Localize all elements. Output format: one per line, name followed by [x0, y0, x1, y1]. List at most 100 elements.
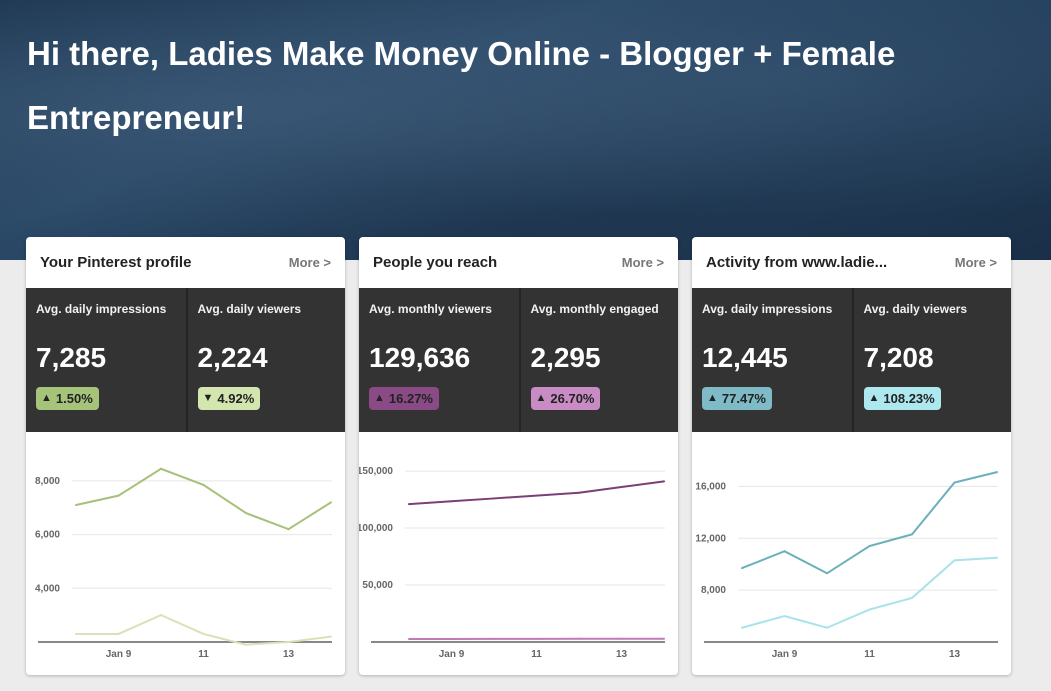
- data-point: [996, 471, 998, 474]
- data-point: [287, 528, 290, 531]
- arrow-up-icon: ▲: [41, 392, 52, 404]
- data-point: [493, 497, 495, 500]
- metric-value: 2,295: [530, 342, 601, 373]
- data-point: [741, 626, 743, 629]
- y-tick-label: 6,000: [35, 530, 60, 541]
- card-header: People you reach More >: [359, 237, 678, 288]
- card-website-activity: Activity from www.ladie... More > Avg. d…: [692, 237, 1011, 675]
- x-tick-label: Jan 9: [772, 649, 798, 660]
- data-point: [911, 533, 913, 536]
- more-link[interactable]: More >: [621, 255, 664, 270]
- change-badge: ▲ 16.27%: [369, 387, 439, 410]
- metrics-panel: Avg. monthly viewers 129,636 ▲ 16.27% Av…: [359, 288, 678, 432]
- data-point: [75, 504, 77, 507]
- more-link[interactable]: More >: [954, 255, 997, 270]
- metric-label: Avg. daily impressions: [702, 302, 833, 316]
- page-greeting: Hi there, Ladies Make Money Online - Blo…: [27, 35, 896, 136]
- data-point: [663, 637, 665, 640]
- data-point: [450, 500, 453, 503]
- y-tick-label: 8,000: [701, 585, 726, 596]
- data-point: [826, 626, 828, 629]
- metric-daily-impressions: Avg. daily impressions 12,445 ▲ 77.47%: [692, 288, 852, 432]
- y-tick-label: 100,000: [359, 523, 393, 534]
- line-chart: 8,000 12,000 16,000 Jan 9 11 13: [695, 471, 998, 660]
- card-title: People you reach: [373, 254, 498, 271]
- y-tick-label: 4,000: [35, 583, 60, 594]
- data-point: [663, 480, 665, 483]
- change-value: 108.23%: [883, 391, 935, 406]
- header-banner: Hi there, Ladies Make Money Online - Blo…: [0, 0, 1051, 260]
- data-point: [160, 467, 162, 470]
- data-point: [535, 494, 538, 497]
- change-badge: ▲ 1.50%: [36, 387, 99, 410]
- data-point: [953, 481, 956, 484]
- arrow-down-icon: ▼: [202, 392, 214, 404]
- metrics-panel: Avg. daily impressions 12,445 ▲ 77.47% A…: [692, 288, 1011, 432]
- x-tick-label: 11: [198, 649, 209, 660]
- card-pinterest-profile: Your Pinterest profile More > Avg. daily…: [26, 237, 345, 675]
- metric-label: Avg. monthly engaged: [530, 302, 659, 316]
- y-tick-label: 150,000: [359, 466, 393, 477]
- metric-label: Avg. monthly viewers: [369, 302, 492, 316]
- metrics-panel: Avg. daily impressions 7,285 ▲ 1.50% Avg…: [26, 288, 345, 432]
- arrow-up-icon: ▲: [707, 392, 718, 404]
- more-link[interactable]: More >: [288, 255, 331, 270]
- data-point: [287, 641, 290, 643]
- data-point: [493, 637, 495, 640]
- series-line-1: [741, 471, 998, 575]
- metric-monthly-engaged: Avg. monthly engaged 2,295 ▲ 26.70%: [518, 288, 679, 432]
- x-tick-label: Jan 9: [439, 649, 465, 660]
- metric-monthly-viewers: Avg. monthly viewers 129,636 ▲ 16.27%: [359, 288, 519, 432]
- arrow-up-icon: ▲: [535, 392, 547, 404]
- line-chart: 4,000 6,000 8,000 Jan 9 11 13: [35, 467, 332, 660]
- y-tick-label: 16,000: [695, 481, 726, 492]
- x-tick-label: 13: [283, 649, 295, 660]
- data-point: [826, 572, 828, 575]
- chart-area: 4,000 6,000 8,000 Jan 9 11 13: [26, 432, 345, 675]
- data-point: [783, 615, 786, 618]
- series-line-2: [741, 556, 998, 629]
- metric-label: Avg. daily viewers: [863, 302, 968, 316]
- metric-value: 7,208: [863, 342, 934, 373]
- change-value: 16.27%: [388, 391, 433, 406]
- y-tick-label: 12,000: [695, 533, 726, 544]
- data-point: [330, 501, 332, 504]
- data-point: [330, 635, 332, 638]
- metric-daily-impressions: Avg. daily impressions 7,285 ▲ 1.50%: [26, 288, 186, 432]
- y-tick-label: 8,000: [35, 476, 60, 487]
- data-point: [578, 637, 580, 640]
- card-header: Activity from www.ladie... More >: [692, 237, 1011, 288]
- change-badge: ▲ 77.47%: [702, 387, 772, 410]
- data-point: [408, 638, 410, 641]
- metric-value: 129,636: [369, 342, 471, 373]
- x-tick-label: 13: [616, 649, 628, 660]
- metric-daily-viewers: Avg. daily viewers 7,208 ▲ 108.23%: [851, 288, 1012, 432]
- change-value: 1.50%: [55, 391, 93, 406]
- line-chart: 50,000 100,000 150,000 Jan 9 11 13: [359, 466, 665, 660]
- data-point: [160, 614, 162, 617]
- data-point: [620, 637, 623, 640]
- x-tick-label: 11: [864, 649, 875, 660]
- card-title: Your Pinterest profile: [40, 254, 192, 271]
- chart-area: 50,000 100,000 150,000 Jan 9 11 13: [359, 432, 678, 675]
- metric-daily-viewers: Avg. daily viewers 2,224 ▼ 4.92%: [185, 288, 346, 432]
- metric-label: Avg. daily impressions: [36, 302, 167, 316]
- data-point: [953, 559, 956, 562]
- data-point: [535, 637, 538, 640]
- arrow-up-icon: ▲: [374, 392, 385, 404]
- metric-value: 2,224: [197, 342, 268, 373]
- data-point: [868, 545, 871, 548]
- data-point: [620, 486, 623, 489]
- change-value: 26.70%: [550, 391, 595, 406]
- data-point: [245, 512, 247, 515]
- data-point: [245, 643, 247, 646]
- change-badge: ▼ 4.92%: [197, 387, 261, 410]
- change-value: 77.47%: [721, 391, 766, 406]
- change-badge: ▲ 26.70%: [530, 387, 601, 410]
- series-line-2: [76, 614, 332, 646]
- data-point: [868, 608, 871, 611]
- x-tick-label: 11: [531, 649, 542, 660]
- data-point: [911, 596, 913, 599]
- card-title: Activity from www.ladie...: [706, 254, 888, 271]
- x-tick-label: Jan 9: [106, 649, 132, 660]
